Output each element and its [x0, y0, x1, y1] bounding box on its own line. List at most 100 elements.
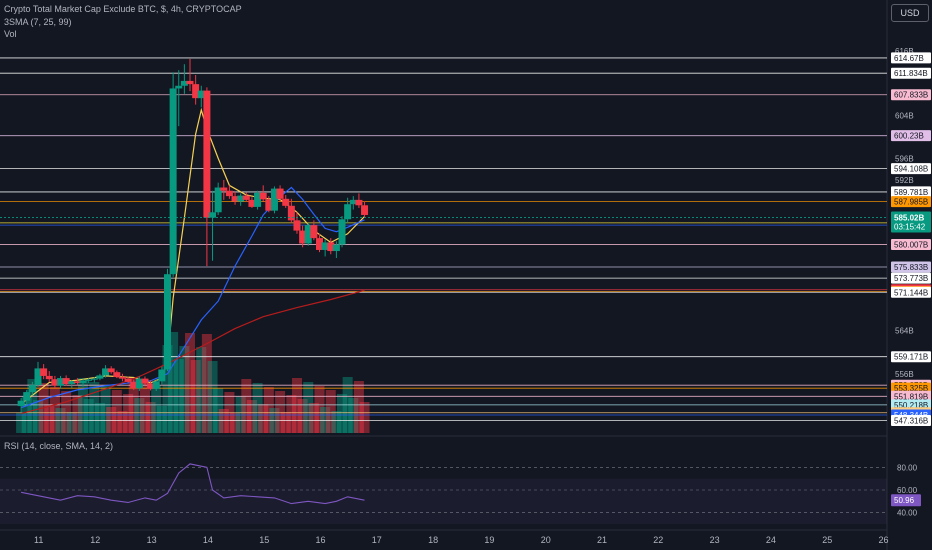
candle-body: [327, 242, 335, 252]
time-tick-label: 20: [541, 535, 551, 545]
candle-body: [361, 205, 369, 215]
price-tick-label: 556B: [895, 370, 914, 379]
candle-body: [276, 188, 284, 199]
volume-bar: [145, 402, 156, 433]
level-label: 611.834B: [894, 69, 928, 78]
sma-line: [20, 289, 365, 415]
candle-body: [293, 220, 301, 231]
volume-bar: [297, 399, 308, 433]
volume-bar: [246, 400, 257, 433]
time-tick-label: 12: [90, 535, 100, 545]
candle-body: [96, 375, 104, 379]
volume-bar: [275, 391, 286, 433]
level-label: 547.316B: [894, 417, 928, 426]
level-label-bg: [891, 89, 931, 101]
volume-bar: [331, 411, 342, 433]
level-label: 607.833B: [894, 91, 928, 100]
candle-body: [57, 378, 65, 386]
time-tick-label: 14: [203, 535, 213, 545]
level-label: 600.23B: [894, 132, 924, 141]
time-tick-label: 18: [428, 535, 438, 545]
candle-body: [248, 199, 256, 207]
volume-bar: [235, 396, 246, 433]
candle-body: [175, 85, 183, 89]
rsi-band: [0, 478, 887, 524]
volume-bar: [337, 394, 348, 433]
candle-body: [344, 204, 352, 220]
volume-bar: [49, 387, 60, 433]
candle-body: [17, 400, 25, 407]
volume-bar: [106, 407, 117, 433]
candle-body: [203, 90, 211, 218]
volume-bar: [33, 400, 43, 433]
candle-body: [90, 378, 98, 380]
candle-body: [135, 378, 143, 389]
volume-bar: [359, 402, 370, 433]
volume-bar: [218, 409, 229, 433]
volume-bar: [230, 413, 241, 433]
price-tick-label: 564B: [895, 327, 914, 336]
time-tick-label: 15: [259, 535, 269, 545]
candle-body: [45, 375, 53, 380]
rsi-legend: RSI (14, close, SMA, 14, 2): [4, 441, 114, 451]
level-label: 551.819B: [894, 392, 928, 401]
level-label-bg: [891, 186, 931, 198]
volume-legend: Vol: [4, 29, 17, 39]
candle-body: [299, 230, 307, 244]
level-label-bg: [891, 239, 931, 251]
time-tick-label: 16: [316, 535, 326, 545]
candle-body: [23, 392, 31, 401]
time-tick-label: 24: [766, 535, 776, 545]
volume-bar: [21, 396, 32, 433]
volume-bar: [303, 382, 314, 433]
volume-bar: [134, 398, 145, 433]
candle-body: [152, 381, 160, 389]
candle-body: [73, 381, 81, 383]
volume-bar: [61, 391, 72, 433]
time-tick-label: 22: [653, 535, 663, 545]
candle-body: [355, 199, 363, 206]
candle-body: [214, 187, 222, 213]
level-label: 614.67B: [894, 54, 924, 63]
candle-body: [118, 377, 126, 379]
level-label: 594.108B: [894, 165, 928, 174]
candle-body: [158, 369, 166, 382]
volume-bar: [151, 385, 162, 433]
volume-bar: [252, 383, 263, 433]
rsi-level-label: 60.00: [897, 486, 918, 495]
candle-body: [51, 379, 59, 386]
volume-bar: [78, 378, 89, 433]
volume-bar: [117, 411, 128, 433]
volume-bar: [66, 412, 77, 433]
candle-body: [287, 205, 295, 221]
sma-line: [20, 107, 365, 405]
candle-body: [265, 199, 273, 211]
level-label-bg: [891, 351, 931, 363]
level-label: 587.985B: [894, 198, 928, 207]
level-label-bg: [891, 415, 931, 427]
volume-bar: [207, 361, 218, 433]
volume-bar: [308, 403, 319, 433]
rsi-level-label: 40.00: [897, 509, 918, 518]
volume-bar: [162, 345, 173, 433]
chart-title: Crypto Total Market Cap Exclude BTC, $, …: [4, 4, 242, 14]
candle-body: [28, 385, 36, 393]
candle-body: [186, 80, 194, 85]
volume-bar: [89, 382, 100, 433]
candle-body: [79, 380, 87, 383]
candle-body: [169, 88, 177, 275]
candle-body: [242, 195, 250, 200]
candle-body: [141, 378, 149, 384]
currency-button[interactable]: USD: [891, 4, 929, 22]
volume-bar: [258, 404, 269, 433]
time-tick-label: 11: [34, 535, 43, 545]
level-label-bg: [891, 52, 931, 64]
volume-bar: [280, 412, 291, 433]
volume-bar: [123, 394, 134, 433]
candle-body: [85, 379, 93, 381]
candle-body: [225, 190, 233, 197]
volume-bar: [44, 404, 55, 433]
volume-bar: [196, 347, 207, 433]
candle-body: [270, 188, 278, 211]
